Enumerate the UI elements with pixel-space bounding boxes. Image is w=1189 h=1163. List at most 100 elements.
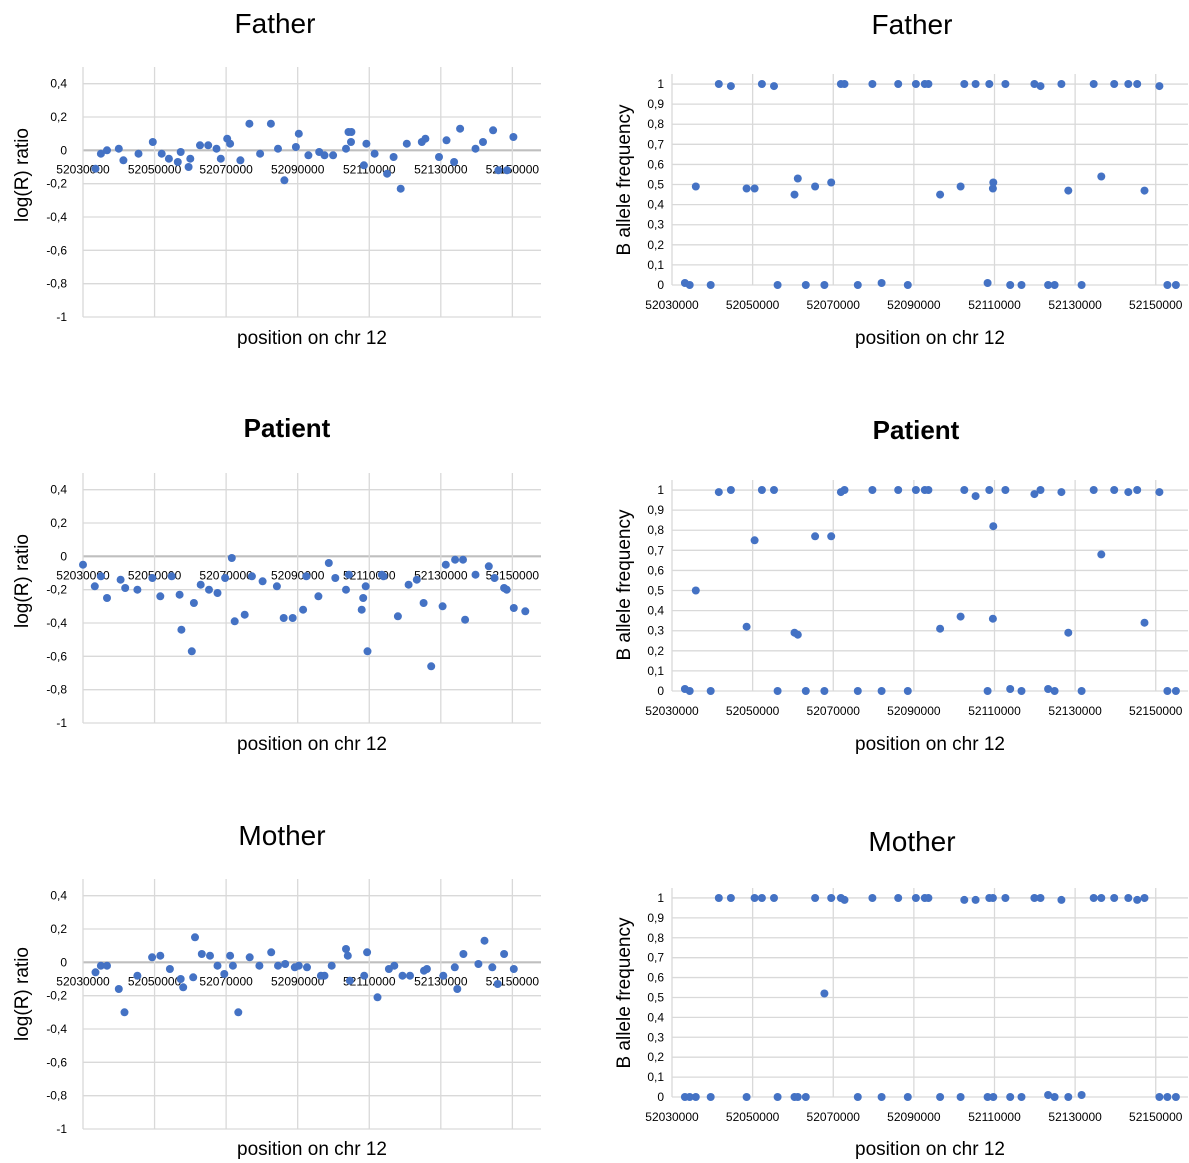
data-point xyxy=(212,144,221,153)
data-point xyxy=(196,141,204,150)
data-point xyxy=(489,126,498,135)
data-point xyxy=(1001,80,1010,88)
data-point xyxy=(148,574,157,582)
data-point xyxy=(398,971,407,980)
x-tick-label: 52030000 xyxy=(56,974,110,988)
data-point xyxy=(936,190,945,199)
x-tick-label: 52150000 xyxy=(1129,298,1183,312)
data-point xyxy=(1064,1093,1073,1101)
data-point xyxy=(790,190,799,199)
data-point xyxy=(281,960,290,968)
data-point xyxy=(435,153,443,161)
y-tick-label: 0,6 xyxy=(647,157,664,171)
data-point xyxy=(1077,687,1086,695)
y-tick-label: 0,4 xyxy=(50,77,67,91)
data-point xyxy=(1064,628,1073,637)
x-tick-label: 52030000 xyxy=(645,704,699,718)
data-point xyxy=(441,560,450,569)
data-point xyxy=(484,562,493,571)
data-point xyxy=(361,582,370,591)
y-tick-label: -0,2 xyxy=(46,583,67,597)
y-axis-label: log(R) ratio xyxy=(12,947,33,1041)
data-point xyxy=(868,80,877,88)
y-tick-label: -0,8 xyxy=(46,1089,67,1103)
data-point xyxy=(390,961,399,970)
data-point xyxy=(480,936,489,945)
data-point xyxy=(177,625,186,634)
x-axis-label: position on chr 12 xyxy=(237,328,387,349)
data-point xyxy=(116,575,125,584)
y-tick-label: -0,4 xyxy=(46,1022,67,1036)
data-point xyxy=(1163,1093,1172,1101)
y-tick-label: 0 xyxy=(60,143,67,157)
data-point xyxy=(502,585,511,594)
y-tick-label: 0 xyxy=(657,684,664,698)
data-point xyxy=(793,174,802,183)
data-point xyxy=(1140,186,1149,195)
data-point xyxy=(840,895,849,904)
data-point xyxy=(205,585,213,594)
data-point xyxy=(903,1093,912,1101)
data-point xyxy=(1163,687,1172,695)
chart-title: Patient xyxy=(244,413,331,443)
data-point xyxy=(971,492,980,501)
data-point xyxy=(363,647,372,656)
y-tick-label: 0,1 xyxy=(647,1070,664,1084)
data-point xyxy=(197,950,206,958)
data-point xyxy=(103,594,111,602)
data-point xyxy=(451,555,460,564)
data-point xyxy=(255,961,264,970)
data-point xyxy=(989,1093,998,1101)
data-point xyxy=(419,599,428,607)
data-point xyxy=(442,136,451,145)
data-point xyxy=(1155,1093,1164,1101)
data-point xyxy=(176,975,185,983)
data-point xyxy=(1163,281,1172,289)
data-point xyxy=(91,164,100,173)
data-point xyxy=(985,486,994,494)
data-point xyxy=(362,139,371,148)
data-point xyxy=(1050,281,1059,289)
x-tick-label: 52050000 xyxy=(726,704,780,718)
data-point xyxy=(827,178,836,187)
x-tick-label: 52030000 xyxy=(56,568,110,582)
data-point xyxy=(90,582,99,591)
data-point xyxy=(406,971,414,980)
y-tick-label: 0 xyxy=(657,278,664,292)
data-point xyxy=(773,1093,782,1101)
data-point xyxy=(903,281,912,289)
data-point xyxy=(685,687,694,695)
data-point xyxy=(1097,894,1106,902)
data-point xyxy=(119,156,128,165)
data-point xyxy=(121,584,130,592)
data-point xyxy=(793,1093,802,1101)
data-point xyxy=(714,80,723,88)
x-tick-label: 52070000 xyxy=(199,162,253,176)
data-point xyxy=(344,570,353,579)
data-point xyxy=(490,574,499,582)
data-point xyxy=(196,580,205,589)
data-point xyxy=(750,184,759,193)
data-point xyxy=(1171,1093,1180,1101)
data-point xyxy=(691,1093,700,1101)
chart-title: Father xyxy=(872,9,953,40)
data-point xyxy=(1110,894,1119,902)
x-tick-label: 52090000 xyxy=(271,974,325,988)
y-tick-label: 0,7 xyxy=(647,137,664,151)
x-axis-label: position on chr 12 xyxy=(237,734,387,755)
data-point xyxy=(1001,486,1010,494)
data-point xyxy=(1140,894,1149,902)
data-point xyxy=(294,129,303,138)
y-tick-label: 0 xyxy=(60,955,67,969)
data-point xyxy=(258,577,267,586)
data-point xyxy=(230,617,239,626)
data-point xyxy=(267,948,276,957)
data-point xyxy=(840,80,849,88)
x-axis-label: position on chr 12 xyxy=(855,328,1005,349)
data-point xyxy=(924,486,933,494)
data-point xyxy=(853,281,862,289)
data-point xyxy=(983,279,992,287)
data-point xyxy=(827,532,836,541)
data-point xyxy=(176,148,185,156)
data-point xyxy=(227,554,236,562)
